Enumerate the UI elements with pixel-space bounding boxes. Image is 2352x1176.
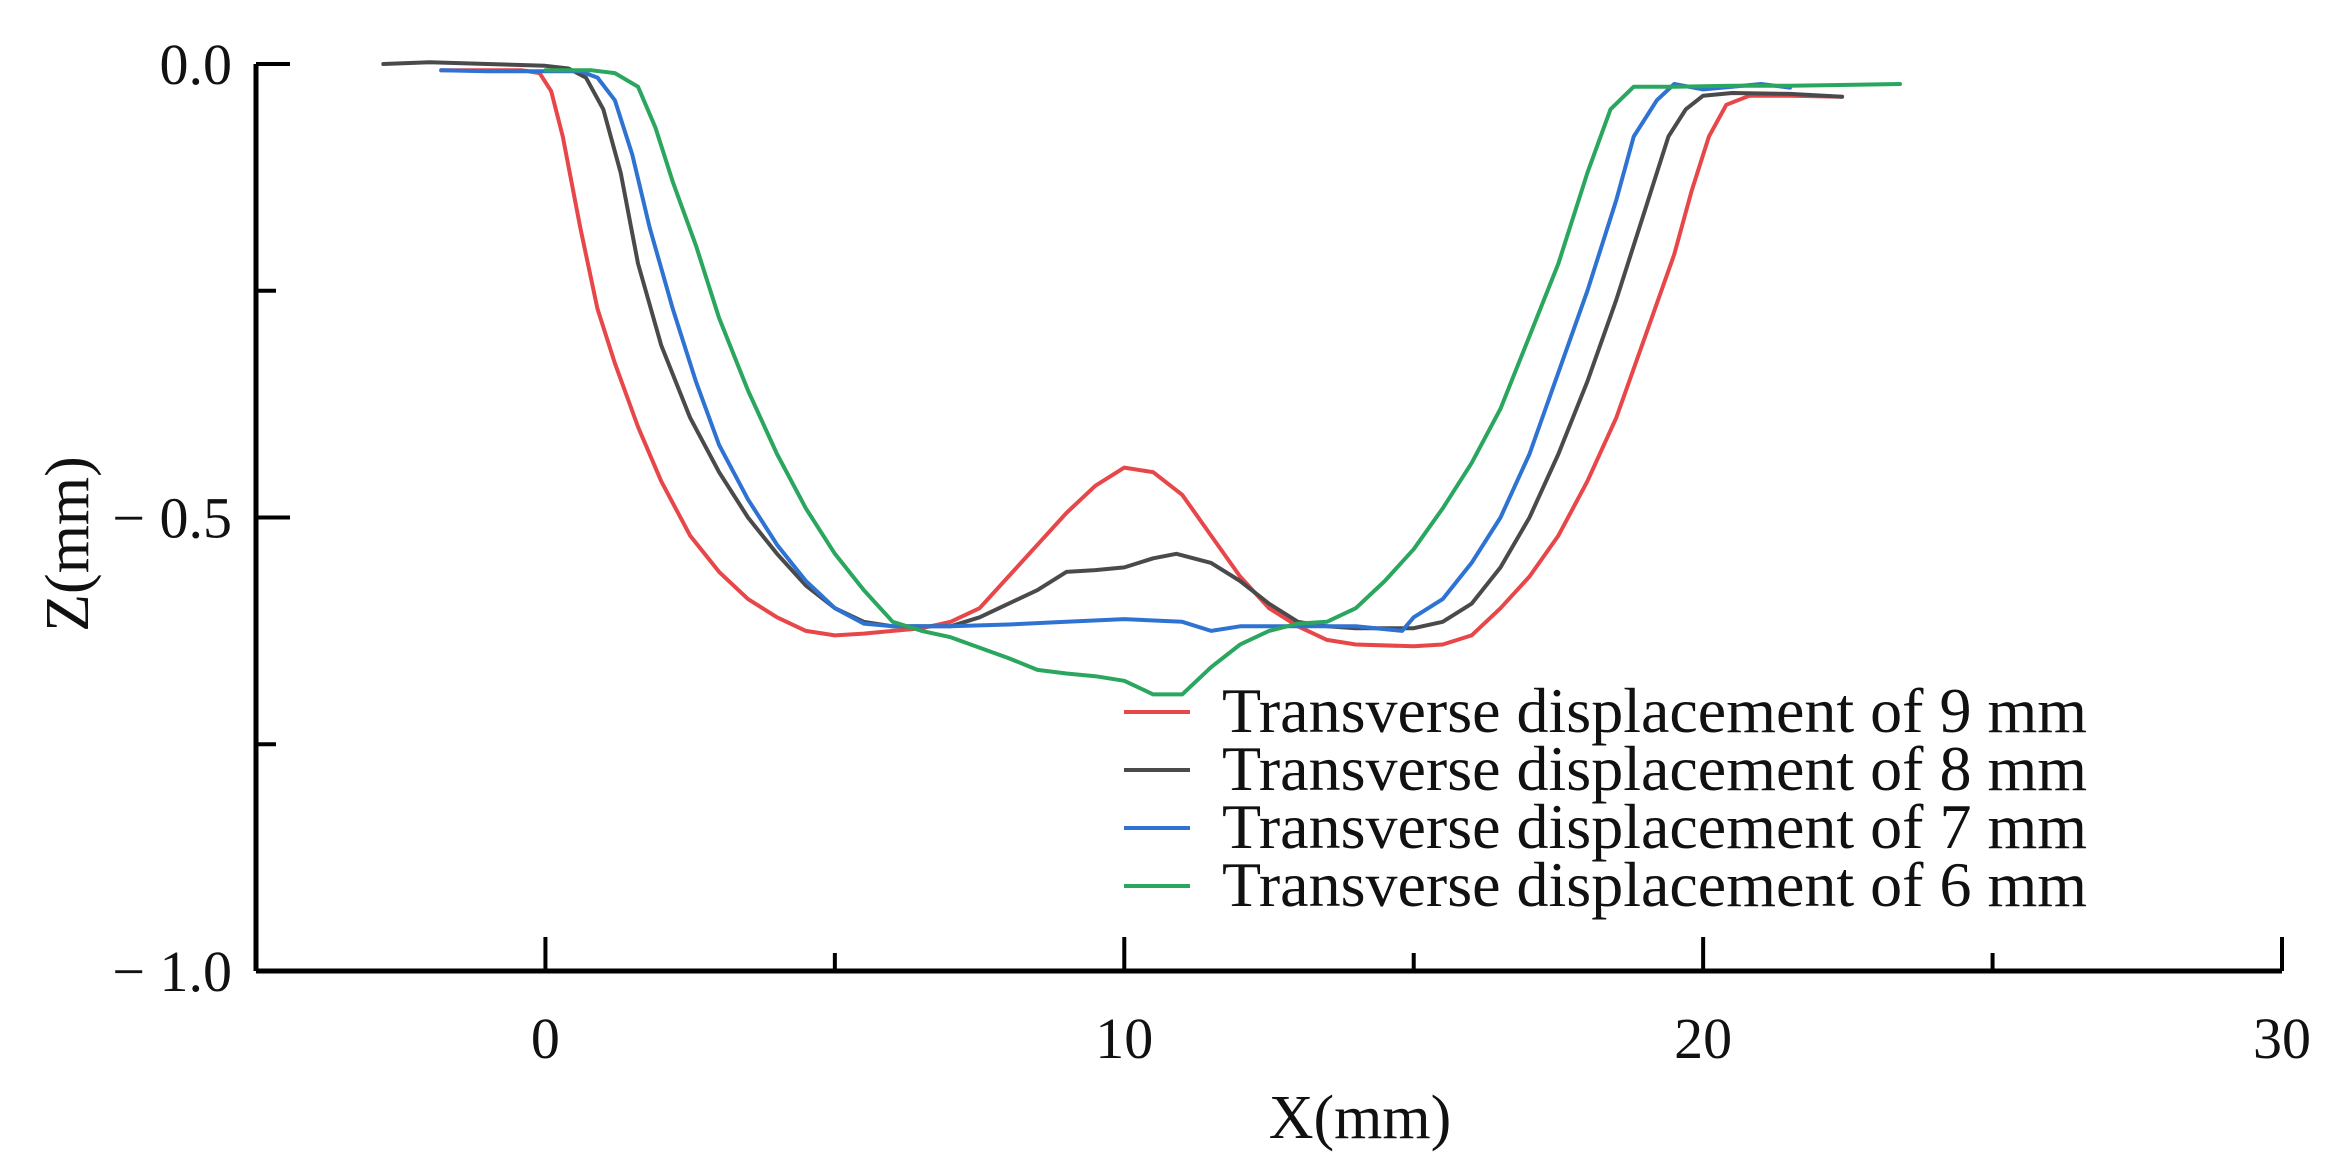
x-tick-label: 30 [2253,1006,2311,1071]
y-tick-label: − 1.0 [112,939,232,1004]
series-line-1 [439,68,1845,649]
legend-label: Transverse displacement of 9 mm [1222,675,2087,746]
x-axis-title: X(mm) [1269,1084,1452,1152]
legend: Transverse displacement of 9 mmTransvers… [1124,675,2087,920]
y-axis-title: Z(mm) [34,456,102,632]
series-line-4 [543,68,1902,697]
y-tick-label: 0.0 [160,32,233,97]
series-line-3 [439,68,1792,633]
plot-lines [381,60,1902,697]
axis-tick-labels: 0 10 20 30 0.0 − 0.5 − 1.0 [112,32,2311,1071]
y-tick-label: − 0.5 [112,486,232,551]
legend-label: Transverse displacement of 6 mm [1222,849,2087,920]
legend-label: Transverse displacement of 7 mm [1222,791,2087,862]
x-tick-label: 0 [531,1006,560,1071]
x-tick-label: 20 [1674,1006,1732,1071]
axis-ticks [256,62,2284,973]
series-line-2 [381,60,1845,631]
x-tick-label: 10 [1095,1006,1153,1071]
legend-label: Transverse displacement of 8 mm [1222,733,2087,804]
